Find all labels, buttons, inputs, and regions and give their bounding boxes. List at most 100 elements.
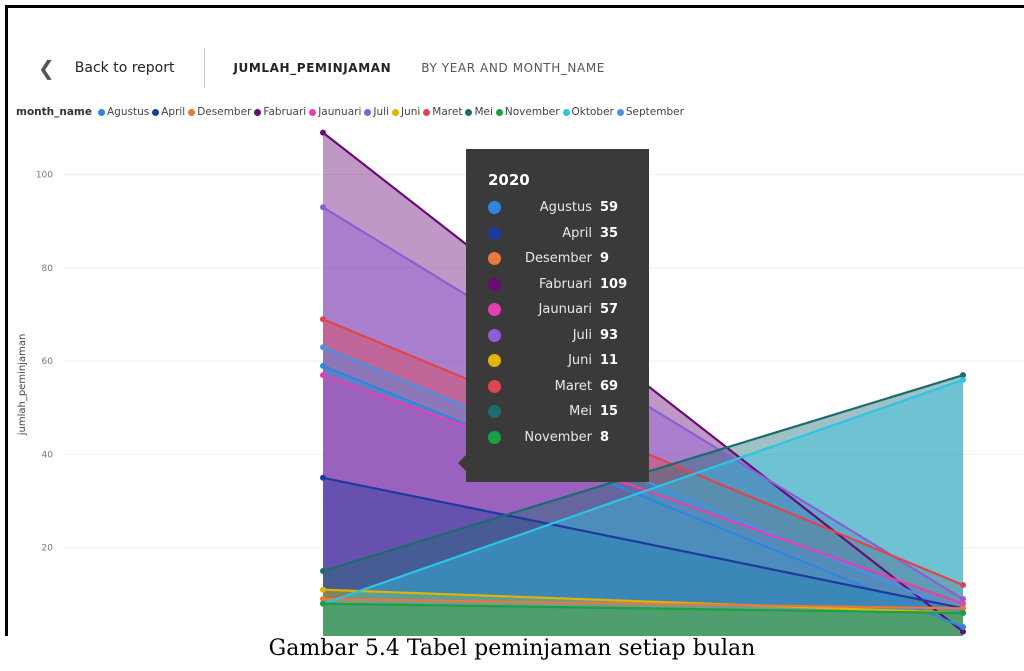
line-april[interactable]: [322, 476, 964, 610]
legend-dot-icon: [254, 108, 262, 116]
tooltip-label: Fabruari: [538, 276, 592, 292]
y-tick-label: 40: [42, 450, 54, 460]
legend-item[interactable]: Desember: [188, 106, 251, 118]
legend-dot-icon: [309, 108, 317, 116]
point-jaunuari[interactable]: [320, 372, 326, 379]
point-september[interactable]: [320, 344, 326, 351]
tooltip-dot-icon: [488, 328, 501, 342]
tooltip-dot-icon: [488, 201, 501, 215]
legend-label: Juli: [373, 106, 389, 118]
tooltip-row: Maret 69: [488, 374, 649, 400]
legend-dot-icon: [495, 108, 503, 116]
tooltip-row: Fabruari 109: [488, 272, 649, 298]
legend-dot-icon: [391, 108, 399, 116]
tooltip-arrow: [458, 455, 466, 471]
chevron-left-icon: ❮: [38, 56, 55, 80]
area-mei: [323, 375, 963, 636]
tooltip-dot-icon: [488, 379, 501, 393]
point-jaunuari[interactable]: [960, 600, 966, 607]
legend-label: Fabruari: [263, 106, 307, 118]
legend-dot-icon: [465, 108, 473, 116]
legend-label: November: [504, 106, 560, 118]
point-juli[interactable]: [960, 596, 966, 603]
tooltip-dot-icon: [488, 226, 501, 240]
tooltip-dot-icon: [488, 277, 501, 291]
line-jaunuari[interactable]: [322, 374, 964, 605]
legend-item[interactable]: September: [616, 106, 684, 118]
legend-dot-icon: [152, 108, 160, 116]
legend-dot-icon: [423, 108, 431, 116]
point-mei[interactable]: [960, 372, 966, 379]
tooltip-title: 2020: [488, 171, 530, 189]
tooltip-value: 11: [600, 353, 619, 369]
point-agustus[interactable]: [960, 624, 966, 631]
legend-item[interactable]: Jaunuari: [309, 106, 361, 118]
legend-label: April: [161, 106, 186, 118]
tooltip-label: Desember: [524, 251, 592, 267]
tooltip-dot-icon: [488, 303, 501, 317]
legend-item[interactable]: Agustus: [98, 106, 149, 118]
tooltip-value: 69: [600, 378, 619, 394]
line-agustus[interactable]: [322, 364, 964, 629]
tooltip-value: 8: [600, 429, 610, 445]
legend-item[interactable]: Juli: [364, 106, 389, 118]
header-divider: [204, 48, 206, 88]
tooltip-row: Juli 93: [488, 323, 649, 349]
legend-label: Jaunuari: [318, 106, 362, 118]
legend-dot-icon: [98, 108, 105, 116]
tooltip-dot-icon: [488, 430, 501, 444]
tooltip-value: 59: [600, 200, 619, 216]
y-tick-label: 100: [36, 171, 53, 181]
legend-label: September: [625, 106, 684, 118]
tooltip-value: 109: [600, 276, 628, 292]
tooltip-dot-icon: [488, 405, 501, 419]
tooltip-label: Mei: [569, 404, 592, 420]
line-november[interactable]: [322, 602, 964, 615]
header-bar: ❮ Back to report JUMLAH_PEMINJAMAN BY YE…: [8, 48, 1024, 88]
point-april[interactable]: [320, 474, 326, 481]
tooltip-label: Juli: [572, 327, 592, 343]
legend-item[interactable]: Juni: [391, 106, 421, 118]
point-oktober[interactable]: [960, 376, 966, 383]
legend-item[interactable]: Oktober: [562, 106, 614, 118]
point-maret[interactable]: [960, 582, 966, 589]
legend-item[interactable]: Maret: [423, 106, 462, 118]
point-fabruari[interactable]: [960, 628, 966, 635]
y-tick-label: 20: [42, 544, 54, 554]
tooltip-row: Jaunuari 57: [488, 297, 649, 323]
y-tick-label: 80: [42, 264, 54, 274]
tooltip-row: November 8: [488, 425, 649, 451]
tooltip-value: 57: [600, 302, 619, 318]
legend-item[interactable]: Fabruari: [254, 106, 306, 118]
point-agustus[interactable]: [320, 362, 326, 369]
point-november[interactable]: [320, 600, 326, 607]
report-frame: ❮ Back to report JUMLAH_PEMINJAMAN BY YE…: [5, 5, 1024, 636]
line-juni[interactable]: [322, 588, 964, 615]
tooltip-label: Jaunuari: [538, 302, 592, 318]
tooltip-row: April 35: [488, 221, 649, 247]
tooltip-label: Maret: [554, 378, 592, 394]
figure-caption: Gambar 5.4 Tabel peminjaman setiap bulan: [268, 636, 756, 661]
legend-item[interactable]: November: [495, 106, 560, 118]
point-juni[interactable]: [320, 586, 326, 593]
tooltip-label: April: [562, 225, 592, 241]
visual-title: JUMLAH_PEMINJAMAN: [233, 61, 392, 75]
point-desember[interactable]: [960, 605, 966, 612]
legend-item[interactable]: Mei: [465, 106, 493, 118]
legend-item[interactable]: April: [152, 106, 185, 118]
legend-label: Juni: [400, 106, 421, 118]
tooltip-label: Agustus: [539, 200, 592, 216]
point-maret[interactable]: [320, 316, 326, 323]
point-november[interactable]: [960, 610, 966, 617]
legend-dot-icon: [364, 108, 372, 116]
point-juli[interactable]: [320, 204, 326, 211]
line-desember[interactable]: [322, 597, 964, 610]
tooltip-row: Mei 15: [488, 399, 649, 425]
tooltip-value: 15: [600, 404, 619, 420]
y-tick-label: 60: [42, 357, 54, 367]
line-oktober[interactable]: [322, 378, 964, 605]
point-desember[interactable]: [320, 596, 326, 603]
point-fabruari[interactable]: [320, 129, 326, 136]
point-mei[interactable]: [320, 568, 326, 575]
back-to-report-button[interactable]: ❮ Back to report: [38, 58, 174, 78]
